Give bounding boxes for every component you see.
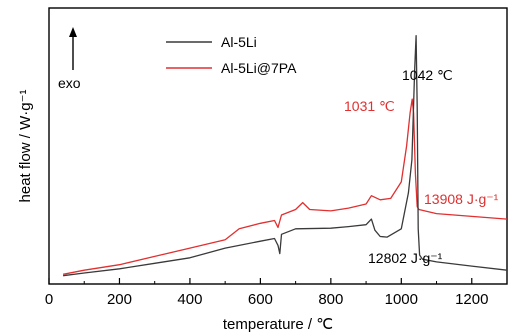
series-line-al-5li-7pa: [62, 98, 508, 275]
y-axis-label: heat flow / W·g⁻¹: [17, 90, 34, 203]
exo-label: exo: [58, 75, 81, 91]
x-tick-label-400: 400: [177, 291, 202, 308]
x-tick-label-600: 600: [248, 291, 273, 308]
series-layer: [62, 34, 508, 277]
plot-frame: [48, 7, 508, 285]
annotation-enthalpy-al5li-7pa: 13908 J·g⁻¹: [424, 191, 499, 207]
x-tick-label-1000: 1000: [385, 291, 418, 308]
x-tick-label-1200: 1200: [455, 291, 488, 308]
exo-arrow-head: [69, 27, 77, 37]
x-tick-label-800: 800: [318, 291, 343, 308]
x-ticks: 0 200 400 600 800 1000 1200: [45, 278, 488, 308]
x-tick-label-200: 200: [107, 291, 132, 308]
series-line-al-5li: [63, 34, 508, 277]
x-axis-label: temperature / ℃: [223, 316, 333, 333]
x-tick-label-0: 0: [45, 291, 53, 308]
annotation-peak-al5li-7pa: 1031 ℃: [344, 98, 395, 114]
legend-label-al5li: Al-5Li: [221, 34, 257, 50]
annotation-enthalpy-al5li: 12802 J·g⁻¹: [368, 250, 443, 266]
legend-label-al5li-7pa: Al-5Li@7PA: [221, 60, 297, 76]
annotation-peak-al5li: 1042 ℃: [402, 67, 453, 83]
